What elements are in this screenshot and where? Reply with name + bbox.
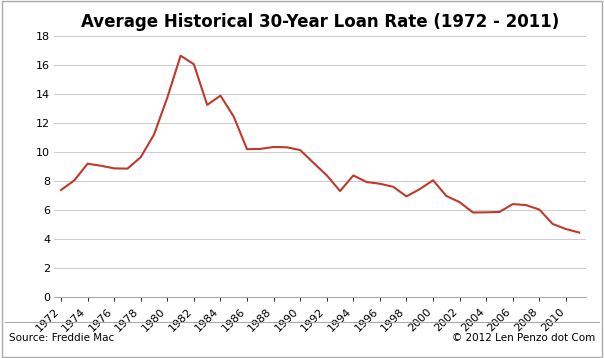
- Text: © 2012 Len Penzo dot Com: © 2012 Len Penzo dot Com: [452, 333, 595, 343]
- Title: Average Historical 30-Year Loan Rate (1972 - 2011): Average Historical 30-Year Loan Rate (19…: [81, 14, 559, 32]
- Text: Source: Freddie Mac: Source: Freddie Mac: [9, 333, 114, 343]
